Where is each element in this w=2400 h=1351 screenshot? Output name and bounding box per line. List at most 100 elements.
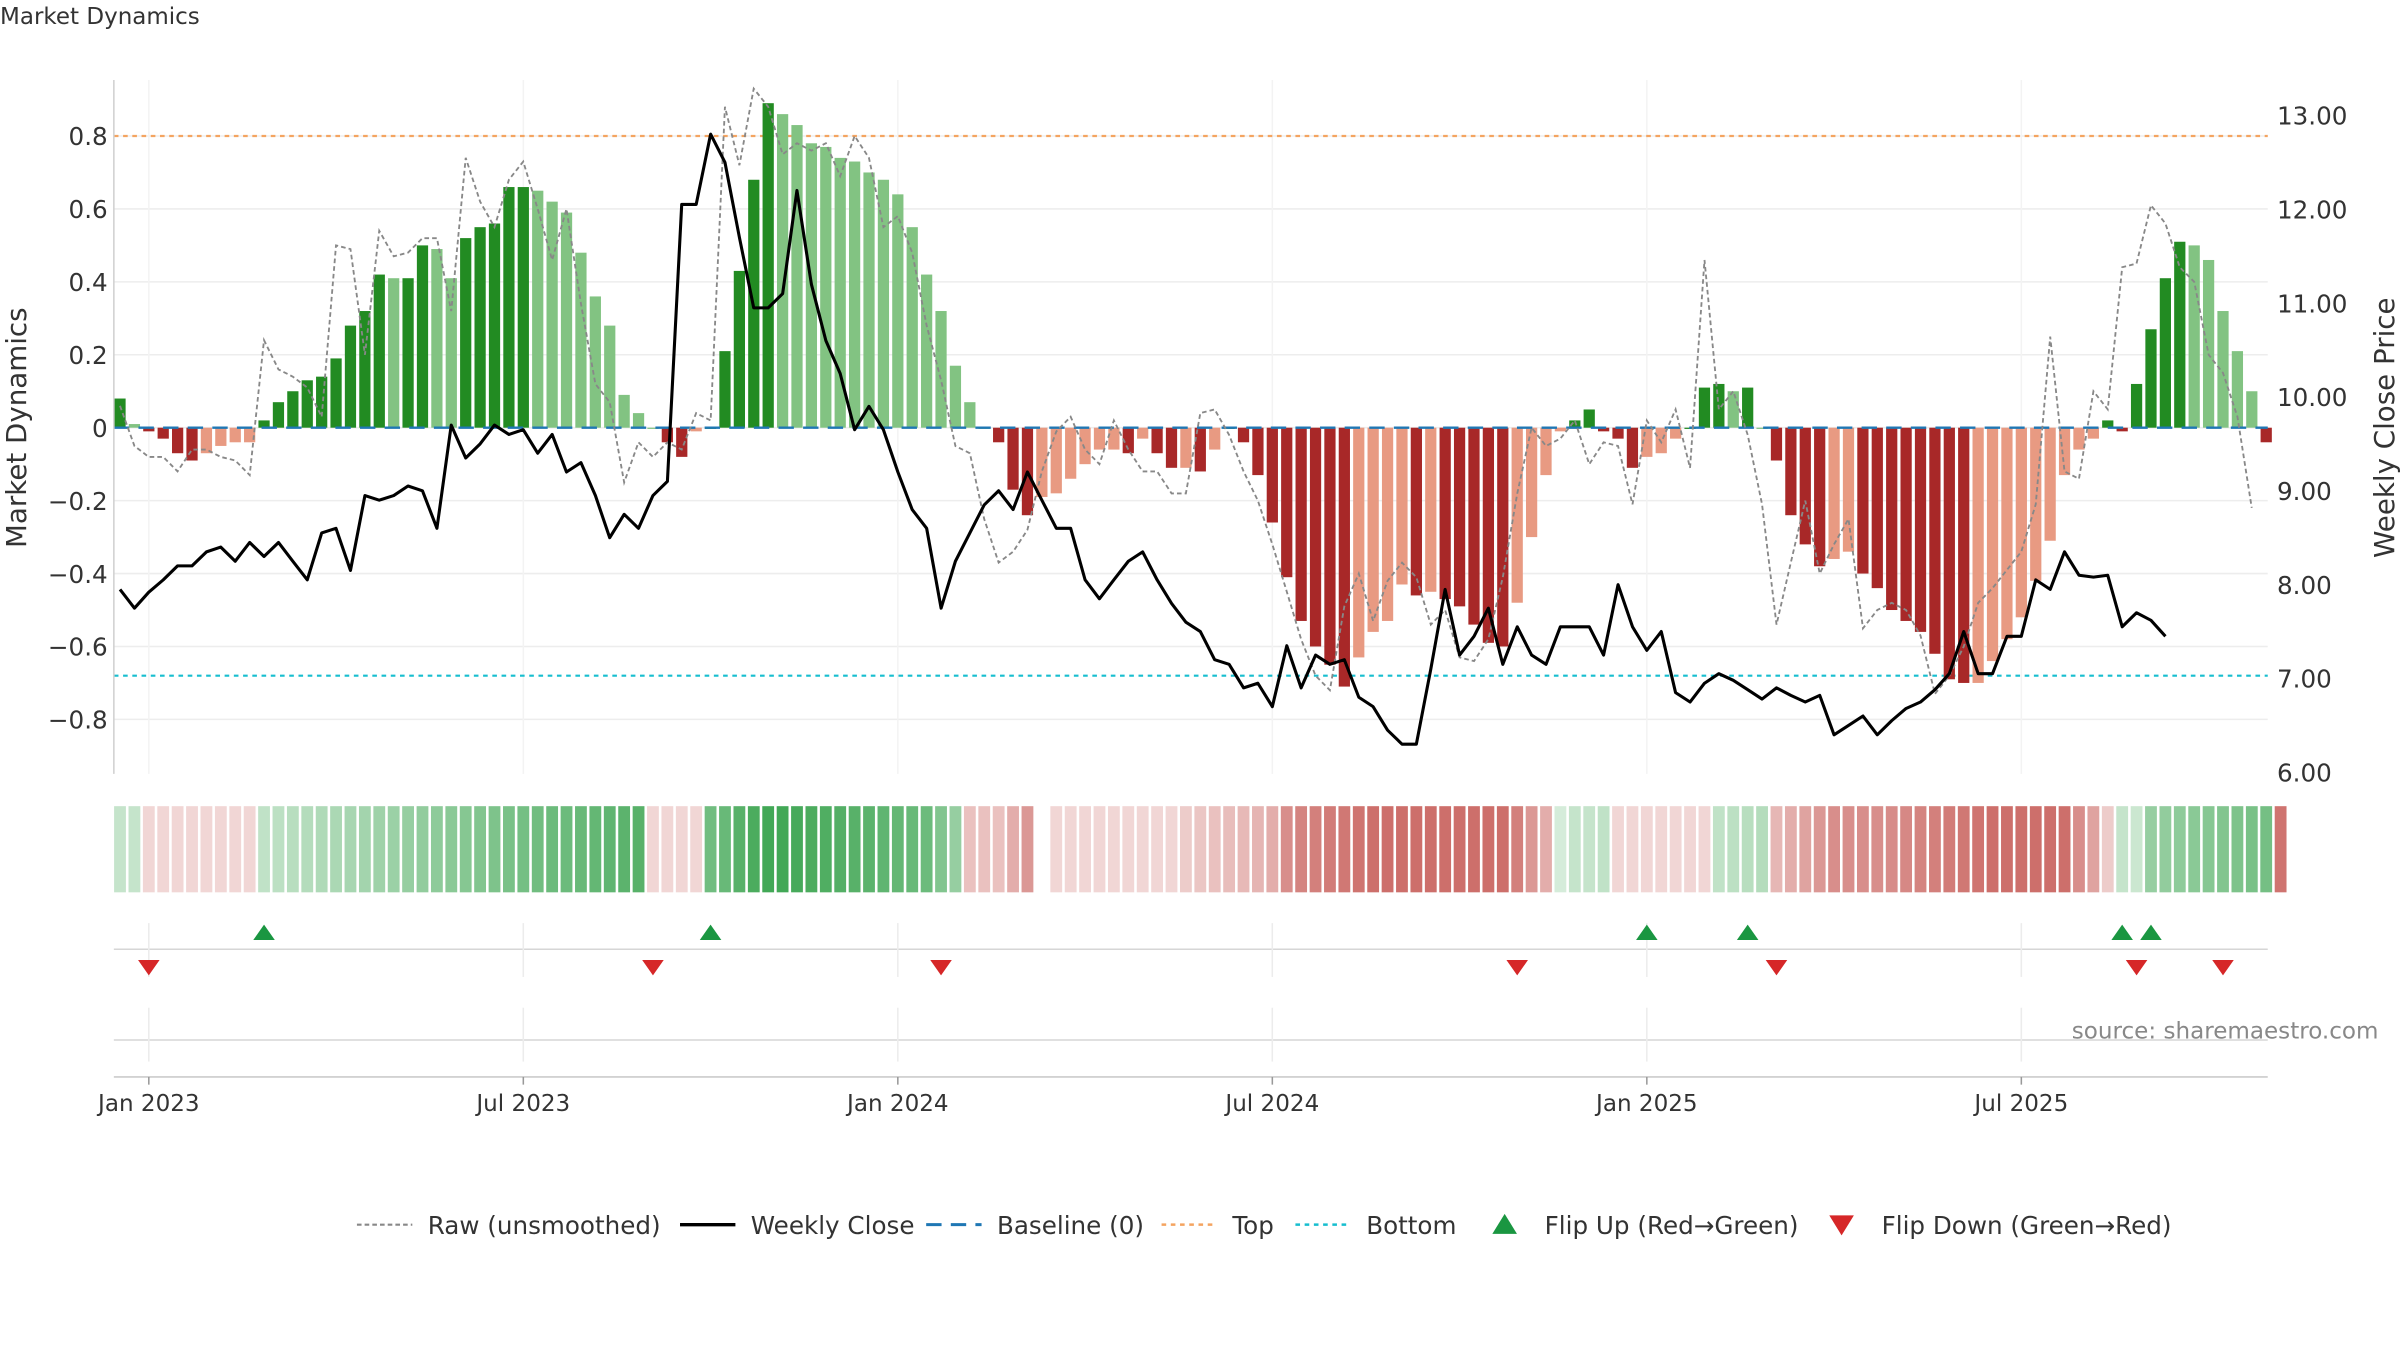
dynamics-bar bbox=[1785, 427, 1797, 516]
dynamics-bar bbox=[330, 358, 342, 428]
strip-cell bbox=[1007, 806, 1019, 893]
dynamics-bar bbox=[892, 194, 904, 428]
dynamics-bar bbox=[1814, 427, 1826, 567]
strip-cell bbox=[1482, 806, 1495, 893]
strip-cell bbox=[1179, 806, 1192, 893]
strip-cell bbox=[272, 806, 285, 893]
strip-cell bbox=[402, 806, 414, 893]
strip-cell bbox=[301, 806, 314, 893]
dynamics-bar bbox=[791, 125, 803, 428]
right-tick-label: 9.00 bbox=[2277, 477, 2332, 506]
strip-cell bbox=[546, 806, 559, 893]
dynamics-bar bbox=[2130, 383, 2143, 428]
strip-cell bbox=[1525, 806, 1538, 893]
strip-cell bbox=[1770, 806, 1783, 893]
strip-cell bbox=[2260, 806, 2273, 893]
right-tick-label: 10.00 bbox=[2277, 383, 2347, 412]
dynamics-bar bbox=[1583, 409, 1595, 428]
dynamics-bar bbox=[676, 427, 688, 457]
dynamics-bar bbox=[229, 427, 241, 443]
dynamics-bar bbox=[863, 172, 875, 428]
legend-label: Flip Down (Green→Red) bbox=[1882, 1211, 2172, 1240]
dynamics-bar bbox=[1569, 420, 1581, 428]
strip-cell bbox=[1309, 806, 1322, 893]
dynamics-bar bbox=[344, 325, 357, 428]
chart-header: Market Dynamics bbox=[0, 0, 2400, 60]
dynamics-bar bbox=[1612, 427, 1624, 439]
dynamics-bar bbox=[2231, 351, 2244, 428]
strip-cell bbox=[503, 806, 515, 893]
dynamics-bar bbox=[460, 238, 472, 428]
dynamics-bar bbox=[1194, 427, 1206, 472]
strip-cell bbox=[863, 806, 875, 893]
dynamics-bar bbox=[2202, 259, 2215, 428]
x-tick-label: Jul 2025 bbox=[1972, 1091, 2068, 1117]
dynamics-bar bbox=[488, 223, 501, 428]
strip-cell bbox=[1295, 806, 1308, 893]
strip-cell bbox=[891, 806, 904, 893]
dynamics-bar bbox=[258, 420, 270, 428]
dynamics-bar bbox=[1497, 427, 1509, 647]
x-tick-label: Jan 2023 bbox=[96, 1091, 200, 1117]
dynamics-bar bbox=[1525, 427, 1538, 538]
dynamics-bar bbox=[1871, 427, 1883, 589]
flip-up-marker bbox=[2111, 924, 2133, 941]
strip-cell bbox=[1424, 806, 1437, 893]
flip-up-marker bbox=[699, 924, 722, 941]
strip-cell bbox=[1237, 806, 1250, 893]
dynamics-bar bbox=[1165, 427, 1178, 468]
dynamics-bar bbox=[2246, 391, 2258, 428]
dynamics-bars bbox=[114, 103, 2272, 687]
dynamics-bar bbox=[143, 427, 155, 432]
strip-cell bbox=[2015, 806, 2028, 893]
strip-cell bbox=[1640, 806, 1653, 893]
flip-down-marker bbox=[642, 960, 664, 976]
dynamics-bar bbox=[316, 376, 328, 428]
strip-cell bbox=[877, 806, 890, 893]
strip-cell bbox=[1338, 806, 1351, 893]
strip-cell bbox=[488, 806, 501, 893]
dynamics-bar bbox=[993, 427, 1005, 443]
strip-cell bbox=[1583, 806, 1596, 893]
strip-cell bbox=[791, 806, 803, 893]
dynamics-bar bbox=[287, 391, 299, 428]
strip-cell bbox=[1136, 806, 1149, 893]
strip-cell bbox=[1324, 806, 1336, 893]
dynamics-bar bbox=[1396, 427, 1408, 585]
dynamics-bar bbox=[1540, 427, 1552, 476]
dynamics-bar bbox=[820, 146, 832, 428]
dynamics-bar bbox=[2188, 245, 2200, 428]
strip-cell bbox=[1468, 806, 1480, 893]
dynamics-bar bbox=[2044, 427, 2056, 541]
strip-cell bbox=[1929, 806, 1941, 893]
strip-cell bbox=[1554, 806, 1567, 893]
strip-cell bbox=[2217, 806, 2229, 893]
strip-cell bbox=[1655, 806, 1668, 893]
strip-cell bbox=[2101, 806, 2114, 893]
dynamics-bar bbox=[1742, 387, 1754, 428]
flip-panel bbox=[113, 923, 2268, 1062]
right-tick-label: 13.00 bbox=[2277, 102, 2347, 131]
right-tick-label: 6.00 bbox=[2277, 759, 2332, 788]
dynamics-bar bbox=[1468, 427, 1480, 625]
dynamics-bar bbox=[834, 157, 846, 428]
right-tick-label: 7.00 bbox=[2277, 665, 2332, 694]
dynamics-bar bbox=[1209, 427, 1221, 450]
dynamics-bar bbox=[1309, 427, 1322, 647]
flip-down-marker bbox=[930, 960, 952, 976]
strip-cell bbox=[214, 806, 227, 893]
regime-strip bbox=[114, 806, 2287, 893]
dynamics-bar bbox=[1180, 427, 1192, 468]
strip-cell bbox=[949, 806, 962, 893]
strip-cell bbox=[1626, 806, 1639, 893]
x-tick-label: Jan 2024 bbox=[845, 1091, 949, 1117]
strip-cell bbox=[1381, 806, 1394, 893]
strip-cell bbox=[128, 806, 141, 893]
left-tick-label: −0.2 bbox=[48, 487, 108, 516]
strip-cell bbox=[1986, 806, 1999, 893]
strip-cell bbox=[1885, 806, 1898, 893]
left-axis-label: Market Dynamics bbox=[0, 307, 33, 548]
strip-cell bbox=[1568, 806, 1581, 893]
legend-label: Flip Up (Red→Green) bbox=[1545, 1211, 1799, 1240]
right-tick-label: 12.00 bbox=[2277, 195, 2347, 224]
